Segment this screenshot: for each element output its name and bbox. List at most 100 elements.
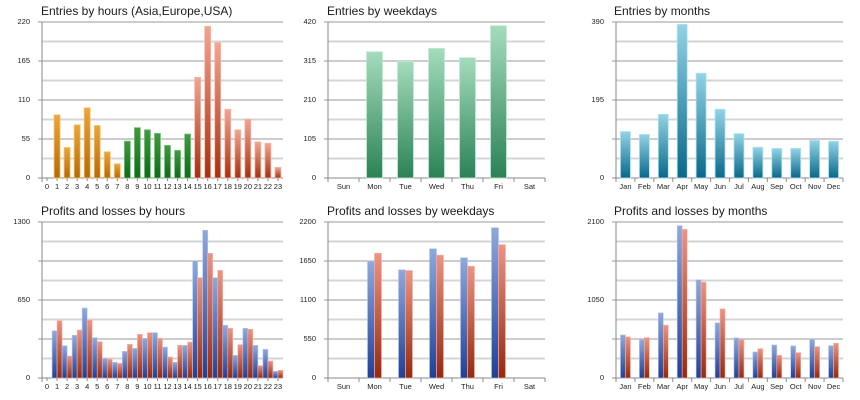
bar-nov xyxy=(809,139,821,179)
x-tick-label: 16 xyxy=(204,382,212,391)
bar-aug xyxy=(752,146,764,179)
chart-svg: Entries by months 0 195 390 Jan Feb Mar Apr May J… xyxy=(591,4,844,191)
x-tick-label: 13 xyxy=(173,182,181,191)
bar-losses-nov xyxy=(814,346,820,379)
bar-3 xyxy=(73,124,81,179)
chart-title: Profits and losses by months xyxy=(614,204,767,218)
bar-losses-jan xyxy=(625,336,631,379)
bar-profits-jun xyxy=(714,322,721,379)
y-tick-label: 0 xyxy=(26,373,30,382)
x-tick-label: 23 xyxy=(274,382,282,391)
bar-17 xyxy=(214,42,222,179)
chart-title: Entries by hours (Asia,Europe,USA) xyxy=(41,4,232,18)
x-tick-label: Sun xyxy=(337,382,350,391)
x-tick-label: 8 xyxy=(125,182,129,191)
bar-9 xyxy=(133,127,141,179)
bar-oct xyxy=(790,147,802,179)
bar-jul xyxy=(733,133,745,179)
bar-15 xyxy=(194,76,202,179)
x-tick-label: Nov xyxy=(808,382,822,391)
x-tick-label: 3 xyxy=(75,382,79,391)
bar-losses-mar xyxy=(662,324,669,379)
y-tick-label: 220 xyxy=(17,17,30,26)
x-tick-label: Oct xyxy=(790,382,803,391)
bar-20 xyxy=(244,118,252,179)
y-tick-label: 0 xyxy=(26,173,30,182)
y-tick-label: 195 xyxy=(591,95,604,104)
bar-dec xyxy=(828,140,839,179)
x-tick-label: 19 xyxy=(234,382,242,391)
y-tick-label: 165 xyxy=(17,56,30,65)
x-tick-label: Jul xyxy=(734,182,744,191)
bar-losses-apr xyxy=(681,229,688,379)
x-tick-label: 6 xyxy=(105,182,109,191)
y-tick-label: 0 xyxy=(600,173,604,182)
bar-losses-dec xyxy=(833,342,839,379)
x-tick-label: Sat xyxy=(524,182,536,191)
x-tick-label: Oct xyxy=(790,182,803,191)
bar-18 xyxy=(224,108,232,179)
x-tick-label: Apr xyxy=(676,182,688,191)
x-tick-label: Mar xyxy=(657,382,670,391)
y-tick-label: 55 xyxy=(22,134,30,143)
x-tick-label: 0 xyxy=(45,182,49,191)
bar-losses-wed xyxy=(436,254,444,379)
bar-losses-aug xyxy=(757,348,764,379)
chart-title: Profits and losses by weekdays xyxy=(327,204,494,218)
x-tick-label: Sat xyxy=(524,382,536,391)
bar-profits-feb xyxy=(639,339,645,379)
x-tick-label: Thu xyxy=(461,382,474,391)
bar-losses-23 xyxy=(277,370,284,379)
chart-svg: Entries by weekdays 0 105 210 315 420 Sun Mon Tu… xyxy=(303,4,546,191)
x-tick-label: 18 xyxy=(224,382,232,391)
x-tick-label: May xyxy=(694,182,708,191)
x-tick-label: Apr xyxy=(676,382,688,391)
bar-losses-18 xyxy=(227,328,234,379)
y-tick-label: 1650 xyxy=(299,256,316,265)
x-tick-label: Mar xyxy=(657,182,670,191)
y-tick-label: 420 xyxy=(303,17,316,26)
bar-profits-oct xyxy=(790,345,797,379)
bar-fri xyxy=(490,25,507,179)
x-tick-label: Nov xyxy=(808,182,822,191)
bar-profits-aug xyxy=(752,351,759,379)
bar-losses-22 xyxy=(267,360,274,379)
chart-title: Profits and losses by hours xyxy=(41,204,185,218)
y-tick-label: 0 xyxy=(600,373,604,382)
x-tick-label: 21 xyxy=(254,182,262,191)
y-tick-label: 550 xyxy=(303,334,316,343)
x-tick-label: Tue xyxy=(399,382,412,391)
chart-title: Entries by months xyxy=(614,4,710,18)
bar-losses-may xyxy=(700,281,707,379)
y-tick-label: 2100 xyxy=(587,217,604,226)
x-tick-label: 12 xyxy=(163,382,171,391)
bar-losses-fri xyxy=(498,244,506,379)
bar-mon xyxy=(366,51,383,179)
x-tick-label: Sep xyxy=(770,182,783,191)
y-tick-label: 110 xyxy=(18,95,30,104)
bar-21 xyxy=(254,141,262,179)
chart-svg: Entries by hours (Asia,Europe,USA) 0 55 110… xyxy=(17,4,283,191)
x-tick-label: 5 xyxy=(95,182,99,191)
bar-sep xyxy=(771,147,783,179)
x-tick-label: 12 xyxy=(163,182,171,191)
bar-profits-dec xyxy=(828,345,834,379)
x-tick-label: Jan xyxy=(619,182,631,191)
x-tick-label: 18 xyxy=(224,182,232,191)
bar-losses-jun xyxy=(719,308,726,379)
x-tick-label: Dec xyxy=(827,182,841,191)
x-tick-label: 22 xyxy=(264,382,272,391)
bar-losses-mon xyxy=(374,252,382,379)
y-tick-label: 0 xyxy=(312,173,316,182)
bar-profits-mar xyxy=(657,312,664,379)
x-tick-label: 21 xyxy=(254,382,262,391)
x-tick-label: 2 xyxy=(65,382,69,391)
chart-title: Entries by weekdays xyxy=(327,4,437,18)
y-tick-label: 1300 xyxy=(13,217,30,226)
y-tick-label: 105 xyxy=(303,134,316,143)
bar-apr xyxy=(676,23,688,179)
x-tick-label: 20 xyxy=(244,182,252,191)
x-tick-label: Jan xyxy=(619,382,631,391)
